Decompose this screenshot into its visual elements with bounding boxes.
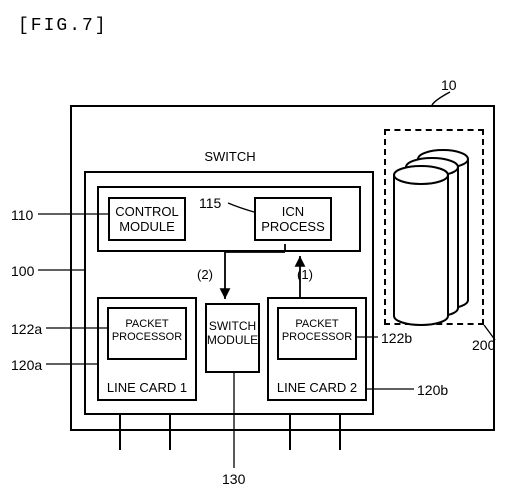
control-module-label: CONTROL MODULE <box>108 205 186 235</box>
ref-10: 10 <box>441 77 457 93</box>
ref-130: 130 <box>222 471 245 487</box>
ref-100: 100 <box>11 263 34 279</box>
content-server-label: CONTENT SERVER <box>388 228 480 258</box>
switch-module-label: SWITCH MODULE <box>205 320 260 348</box>
arrow-1-label: (1) <box>290 268 320 283</box>
ref-120a: 120a <box>11 357 42 373</box>
line-card-1-label: LINE CARD 1 <box>97 381 197 396</box>
ref-122a: 122a <box>11 321 42 337</box>
packet-processor-b-label: PACKET PROCESSOR <box>277 318 357 343</box>
ref-110: 110 <box>11 207 33 223</box>
figure-caption: [FIG.7] <box>18 16 108 36</box>
packet-processor-a-label: PACKET PROCESSOR <box>107 318 187 343</box>
icn-process-label: ICN PROCESS <box>254 205 332 235</box>
ref-120b: 120b <box>417 382 448 398</box>
arrow-2-label: (2) <box>190 268 220 283</box>
ref-200: 200 <box>472 337 495 353</box>
line-card-2-label: LINE CARD 2 <box>267 381 367 396</box>
ref-115: 115 <box>199 195 221 211</box>
switch-title: SWITCH <box>195 150 265 165</box>
ref-122b: 122b <box>381 330 412 346</box>
